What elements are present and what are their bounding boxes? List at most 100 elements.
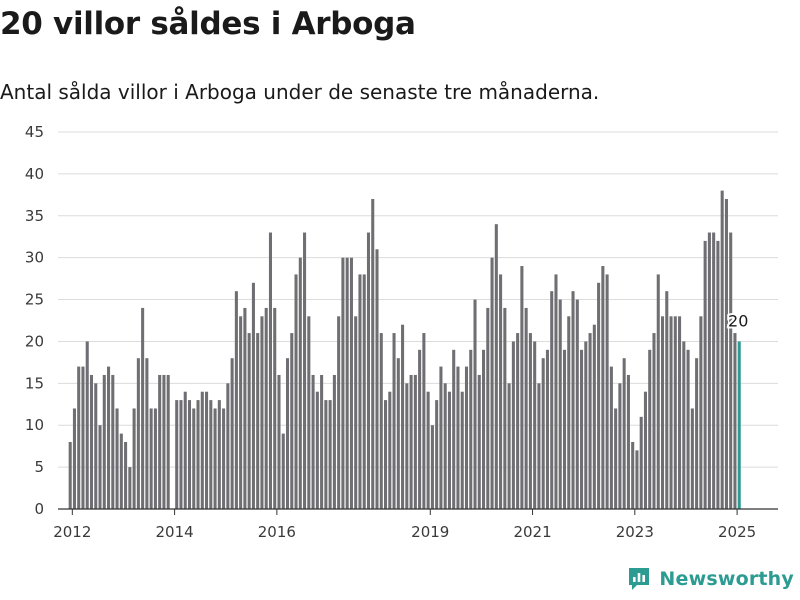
bar [179,400,183,509]
bar [175,400,179,509]
bar [392,333,396,509]
brand-name: Newsworthy [659,568,794,590]
bar [405,383,409,509]
bar [567,316,571,509]
bar [452,349,456,509]
bar [430,425,434,509]
bar [678,316,682,509]
bar [494,224,498,509]
bar [588,333,592,509]
bar [111,374,115,509]
y-tick-label: 5 [34,458,44,476]
bar [379,333,383,509]
bar [605,274,609,509]
bar [388,391,392,509]
bar [635,450,639,509]
bar [554,274,558,509]
bar [580,349,584,509]
bar [665,291,669,509]
bar [183,391,187,509]
bar [443,383,447,509]
bar [77,366,81,509]
bar [94,383,98,509]
bar [409,374,413,509]
bar [656,274,660,509]
bar [98,425,102,509]
bar [503,307,507,509]
bar [196,400,200,509]
bar [562,349,567,509]
bar [268,232,272,509]
bar [401,324,405,509]
bar [162,374,166,509]
bar [285,358,290,509]
bar [153,408,157,509]
bar [477,374,481,509]
bar [371,199,375,509]
bar [622,358,626,509]
y-tick-label: 35 [25,207,44,225]
bar [277,374,281,509]
bar [145,358,149,509]
bar [345,257,349,509]
bar [673,316,677,509]
bar [571,291,575,509]
bar [200,391,204,509]
bar [260,316,264,509]
bar [592,324,596,509]
bar [618,383,622,509]
bar [690,408,694,509]
bar [482,349,486,509]
bar [320,374,324,509]
bar [707,232,711,509]
bar [158,374,162,509]
bar [469,349,473,509]
bar [119,433,123,509]
highlight-annotation: 20 [726,309,750,332]
bar [643,391,647,509]
y-tick-label: 25 [25,291,44,309]
bar [366,232,371,509]
bar [422,333,426,509]
bar [614,408,618,509]
bar [149,408,153,509]
bar [550,291,554,509]
bar [652,333,656,509]
bar [699,316,703,509]
bar [558,299,562,509]
bar [362,274,366,509]
y-axis-ticks: 0 5 10 15 20 25 30 35 40 45 [25,123,44,518]
bar [456,366,460,509]
bar [584,341,588,509]
bar [341,257,345,509]
y-tick-label: 20 [25,332,44,350]
bar [460,391,464,509]
highlight-value-label: 20 [728,311,748,330]
bar [426,391,430,509]
bar [166,374,170,509]
bar [102,374,106,509]
y-tick-label: 40 [25,165,44,183]
x-tick-label: 2023 [616,523,654,541]
y-tick-label: 0 [34,500,44,518]
x-tick-label: 2016 [258,523,296,541]
chart-title: 20 villor såldes i Arboga [0,6,416,42]
bar [128,467,132,509]
y-tick-label: 15 [25,374,44,392]
bar [703,240,707,509]
brand-logo: Newsworthy [627,566,794,592]
bar [337,316,341,509]
bar [107,366,111,509]
bar [132,408,136,509]
bar [396,358,400,509]
bar [281,433,285,509]
bar [298,257,302,509]
bar [303,232,307,509]
bar [205,391,209,509]
bar [729,232,733,509]
bar [124,441,128,509]
bar [447,391,451,509]
bar [435,400,439,509]
x-axis-ticks: 2012 2014 2016 2019 2021 2023 2025 [53,509,756,541]
